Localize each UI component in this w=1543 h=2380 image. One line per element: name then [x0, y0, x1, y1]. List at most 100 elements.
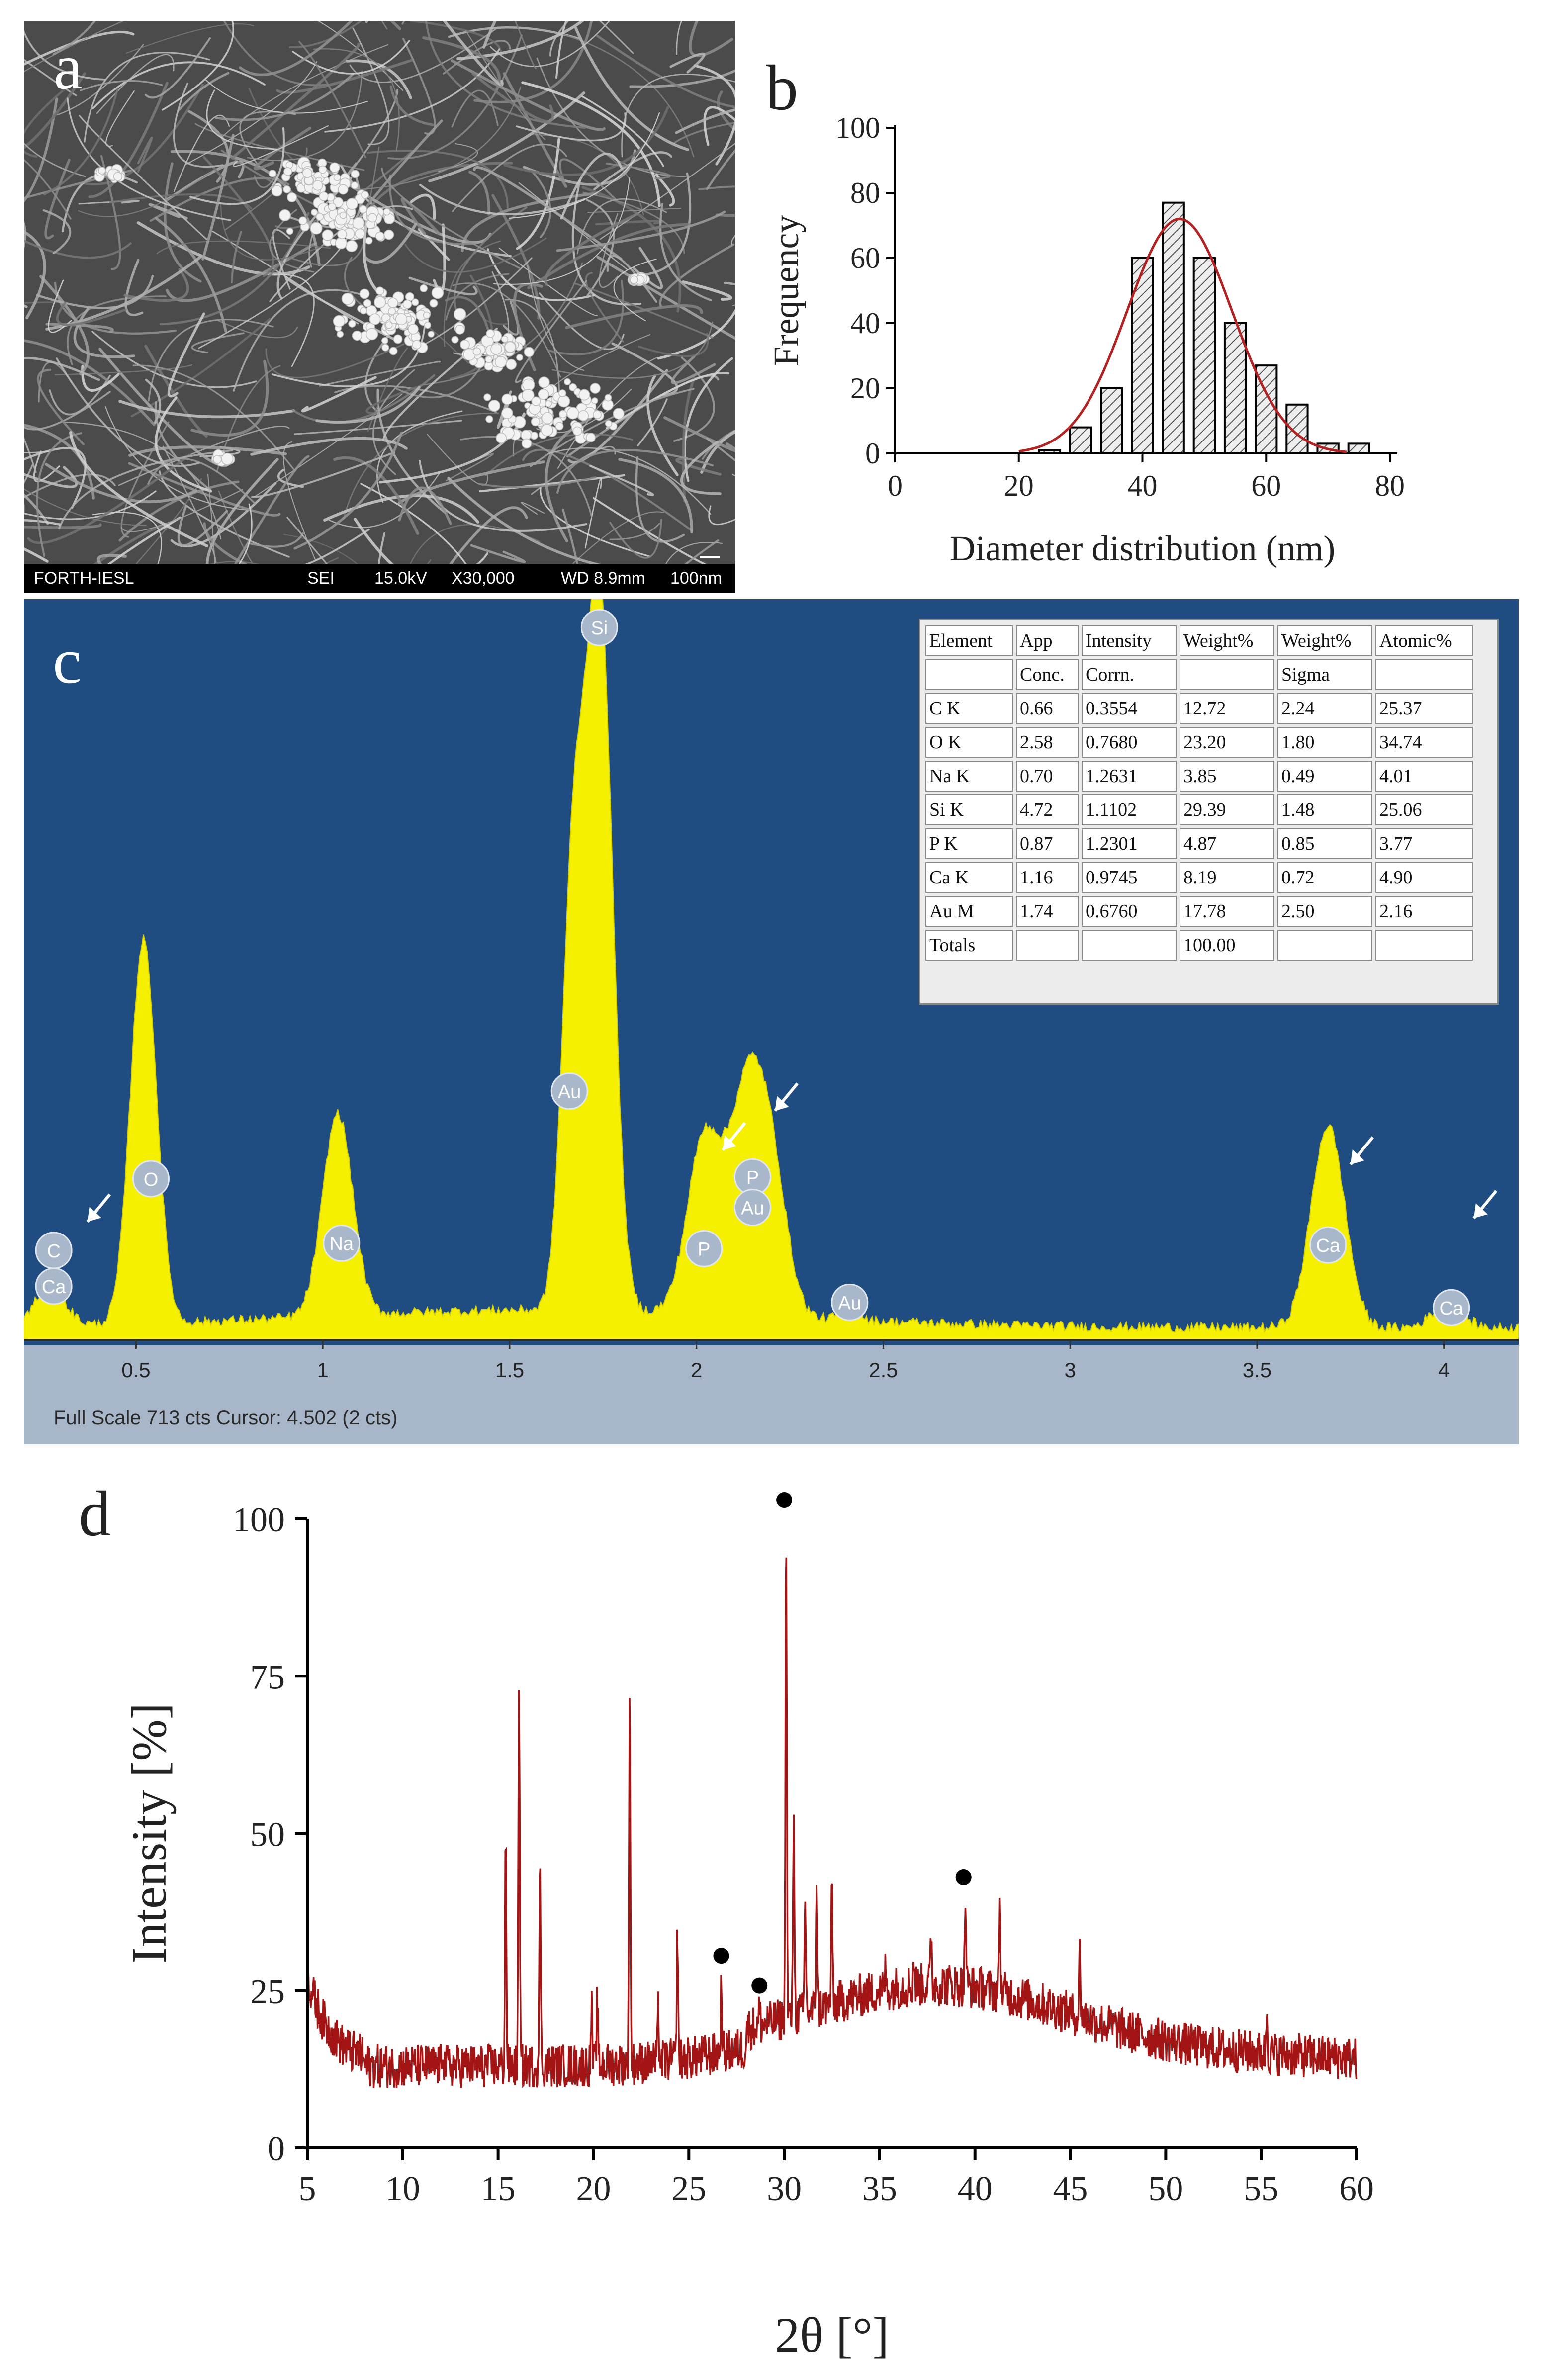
sem-fiber: [442, 21, 504, 87]
sem-nanoparticle: [545, 400, 552, 407]
sem-fiber: [298, 41, 366, 158]
eds-table-cell: 1.1102: [1082, 794, 1177, 825]
eds-table-cell: 0.70: [1016, 761, 1079, 792]
eds-peak-label: Au: [741, 1198, 764, 1219]
sem-fiber: [556, 210, 726, 252]
histogram-bar: [1347, 442, 1370, 454]
sem-fiber: [283, 533, 381, 593]
eds-x-tick-label: 1.5: [495, 1358, 524, 1382]
sem-fiber: [605, 372, 730, 430]
eds-table-subheader-row: Conc. Corrn. Sigma: [925, 659, 1473, 690]
sem-nanoparticle: [375, 286, 384, 295]
sem-fiber: [389, 174, 476, 245]
eds-quant-table: Element App Intensity Weight% Weight% Atomic%…: [919, 619, 1499, 1005]
xrd-phase-marker: [955, 1869, 972, 1886]
eds-arrow-head: [723, 1135, 737, 1150]
xrd-x-label: 2θ [°]: [775, 2307, 889, 2363]
sem-fiber: [389, 85, 434, 126]
eds-table-cell: 100.00: [1180, 930, 1274, 961]
eds-table-cell: 4.01: [1375, 761, 1473, 792]
sem-fiber: [24, 519, 62, 526]
eds-table-cell: 4.72: [1016, 794, 1079, 825]
eds-table-cell: 1.16: [1016, 862, 1079, 893]
xrd-x-tick-label: 15: [481, 2170, 516, 2208]
sem-nanoparticle: [501, 393, 513, 405]
eds-table-cell: 0.9745: [1082, 862, 1177, 893]
sem-fiber: [596, 34, 735, 108]
sem-fiber: [473, 166, 623, 261]
sem-fiber: [456, 21, 585, 60]
sem-fiber: [468, 171, 490, 216]
eds-x-tick-label: 3: [1065, 1358, 1076, 1382]
sem-fiber: [387, 34, 523, 160]
sem-nanoparticle: [504, 341, 516, 353]
eds-table-cell: 2.50: [1277, 896, 1372, 927]
xrd-phase-marker: [776, 1492, 793, 1508]
sem-nanoparticle: [412, 340, 422, 350]
sem-nanoparticle: [428, 331, 435, 338]
sem-fiber: [39, 275, 90, 375]
sem-fiber: [706, 149, 735, 190]
sem-nanoparticle: [271, 185, 283, 197]
sem-fiber: [628, 172, 692, 277]
sem-fiber: [233, 289, 362, 392]
sem-nanoparticle: [578, 389, 590, 401]
sem-fiber: [527, 223, 691, 289]
sem-nanoparticle: [531, 417, 541, 427]
sem-fiber: [177, 505, 228, 547]
eds-table-totals-row: Totals 100.00: [925, 930, 1473, 961]
sem-fiber: [530, 169, 551, 238]
eds-axis-strip: [24, 1345, 1519, 1444]
eds-peak-marker: [831, 1283, 869, 1321]
xrd-x-tick-label: 40: [958, 2170, 993, 2208]
sem-nanoparticle: [591, 397, 598, 404]
sem-fiber: [522, 448, 693, 532]
sem-nanoparticle: [472, 347, 481, 356]
sem-nanoparticle: [490, 343, 502, 355]
sem-fiber: [254, 127, 311, 171]
eds-peak-label: Si: [591, 618, 608, 639]
sem-fiber: [659, 243, 735, 308]
sem-fiber: [673, 121, 735, 144]
sem-fiber: [548, 447, 712, 515]
sem-fiber: [185, 61, 318, 165]
sem-fiber: [504, 299, 560, 405]
histogram-bar: [1038, 449, 1062, 455]
xrd-y-tick-label: 25: [250, 1973, 285, 2011]
sem-nanoparticle: [524, 347, 535, 357]
sem-fiber-network: [24, 21, 735, 593]
sem-fiber: [319, 360, 441, 387]
sem-fiber: [220, 203, 338, 261]
eds-table-cell: [1180, 659, 1274, 690]
sem-fiber: [24, 30, 135, 66]
eds-table-cell: C K: [925, 693, 1013, 724]
sem-fiber: [24, 230, 46, 319]
sem-nanoparticle: [568, 383, 577, 392]
sem-fiber: [586, 199, 615, 297]
sem-fiber: [478, 476, 596, 489]
sem-fiber: [589, 465, 654, 496]
sem-fiber: [313, 48, 400, 152]
eds-arrow-head: [1350, 1149, 1364, 1165]
eds-table-cell: 25.37: [1375, 693, 1473, 724]
eds-table-cell: Corrn.: [1082, 659, 1177, 690]
eds-table-row: O K 2.58 0.7680 23.20 1.80 34.74: [925, 727, 1473, 758]
eds-peak-label: Na: [329, 1234, 354, 1255]
sem-fiber: [56, 357, 200, 467]
sem-fiber: [231, 43, 361, 160]
eds-table-cell: 1.80: [1277, 727, 1372, 758]
sem-fiber: [404, 21, 502, 53]
sem-fiber: [118, 400, 295, 419]
eds-peak-marker: [1309, 1226, 1347, 1264]
xrd-phase-marker: [713, 1948, 729, 1964]
sem-fiber: [669, 52, 706, 74]
histogram-bar: [1223, 322, 1247, 454]
histogram-y-tick-label: 60: [850, 242, 880, 274]
eds-peak-label: Ca: [42, 1277, 66, 1298]
sem-nanoparticle: [566, 407, 579, 420]
sem-nanoparticle: [605, 420, 613, 428]
eds-table-cell: 34.74: [1375, 727, 1473, 758]
sem-fiber: [265, 343, 405, 379]
sem-fiber: [657, 309, 735, 360]
eds-table-cell: [1375, 659, 1473, 690]
